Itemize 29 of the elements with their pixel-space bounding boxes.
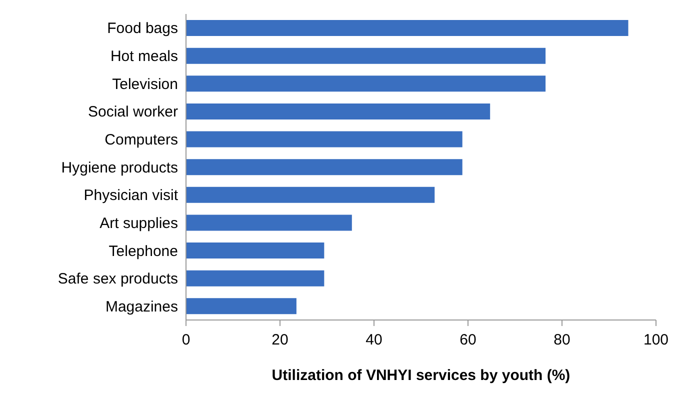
x-tick-label: 0: [182, 332, 190, 349]
y-tick-label: Social worker: [88, 104, 178, 121]
bar: [186, 20, 628, 36]
y-tick-label: Telephone: [108, 242, 178, 260]
y-tick-label: Art supplies: [100, 214, 178, 232]
y-tick-label: Physician visit: [84, 187, 179, 204]
y-tick-label: Safe sex products: [58, 270, 178, 288]
x-tick-label: 20: [272, 332, 288, 349]
y-tick-label: Hot meals: [110, 48, 178, 66]
y-tick-label: Magazines: [105, 298, 178, 316]
bar: [186, 48, 546, 64]
bar: [186, 298, 296, 314]
x-tick-label: 40: [366, 332, 382, 349]
y-tick-label: Television: [112, 76, 178, 93]
x-axis-title: Utilization of VNHYI services by youth (%): [272, 367, 570, 384]
bar: [186, 159, 462, 176]
bar: [186, 186, 435, 203]
x-tick-label: 100: [643, 332, 669, 349]
y-tick-label: Computers: [104, 132, 178, 149]
x-tick-label: 60: [460, 332, 476, 349]
bar: [186, 242, 324, 259]
x-tick-label: 80: [554, 332, 570, 349]
y-tick-label: Hygiene products: [61, 159, 178, 176]
bar: [186, 214, 352, 231]
bar: [186, 103, 490, 120]
bar: [186, 76, 546, 92]
y-tick-label: Food bags: [107, 20, 178, 38]
bar: [186, 270, 324, 286]
bar: [186, 131, 462, 148]
